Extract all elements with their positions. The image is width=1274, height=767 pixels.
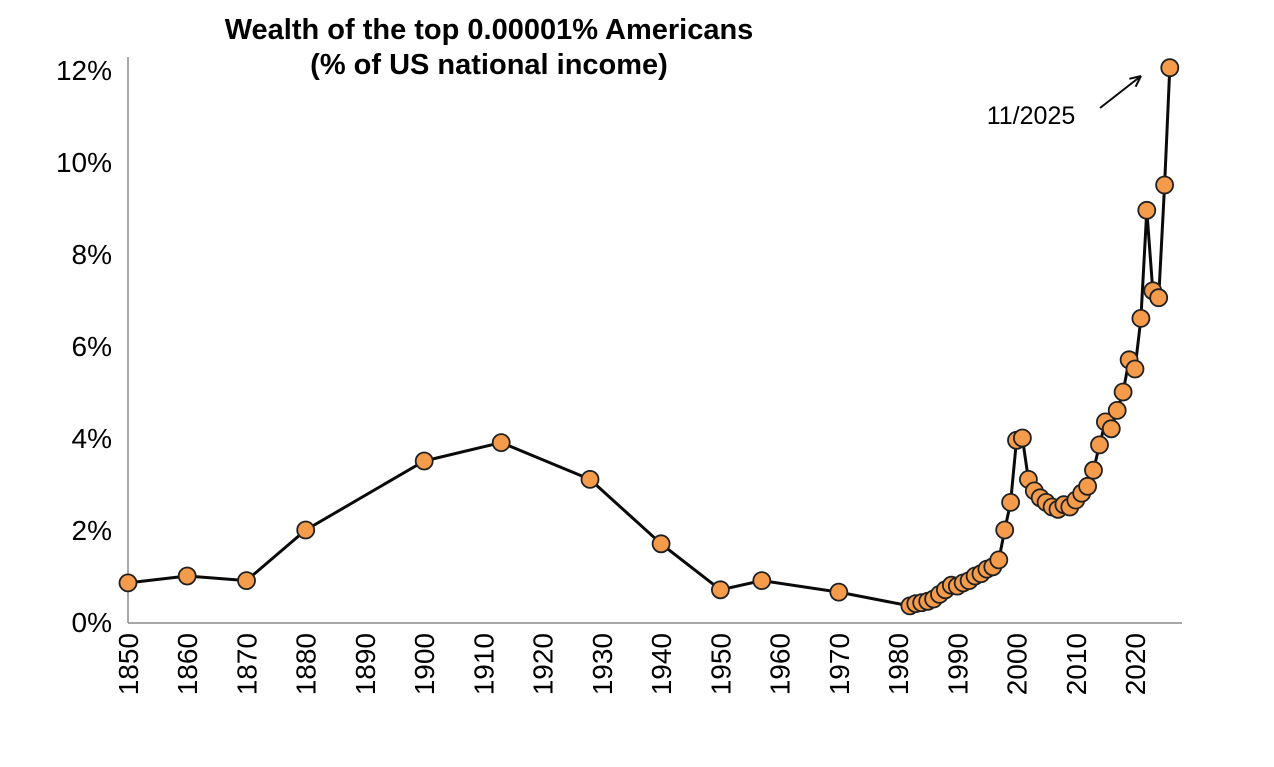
data-point bbox=[1137, 200, 1157, 220]
axes bbox=[127, 57, 1182, 624]
data-point bbox=[1155, 175, 1174, 195]
y-tick-label: 2% bbox=[72, 515, 112, 546]
annotation-label: 11/2025 bbox=[987, 102, 1076, 130]
chart-subtitle: (% of US national income) bbox=[310, 49, 668, 81]
data-point bbox=[1101, 419, 1121, 439]
y-tick-label: 12% bbox=[56, 55, 112, 86]
chart-title: Wealth of the top 0.00001% Americans bbox=[225, 14, 754, 46]
x-tick-label: 2000 bbox=[1002, 633, 1033, 695]
x-tick-label: 1970 bbox=[824, 633, 855, 695]
data-point bbox=[1160, 58, 1180, 78]
x-tick-label: 1940 bbox=[646, 633, 677, 695]
y-tick-label: 4% bbox=[72, 423, 112, 454]
x-tick-label: 1880 bbox=[291, 633, 322, 695]
x-tick-label: 1900 bbox=[409, 633, 440, 695]
data-point bbox=[237, 571, 256, 590]
x-tick-label: 1870 bbox=[231, 633, 262, 695]
data-point bbox=[1078, 476, 1097, 496]
data-point bbox=[1125, 359, 1145, 379]
data-point bbox=[414, 451, 434, 471]
data-point bbox=[711, 580, 730, 600]
data-series-line bbox=[127, 67, 1172, 608]
series-path bbox=[127, 67, 1172, 608]
annotation-arrow-icon bbox=[1099, 75, 1142, 109]
x-tick-label: 1980 bbox=[883, 633, 914, 695]
x-tick-label: 2010 bbox=[1061, 633, 1092, 695]
data-point bbox=[995, 520, 1015, 540]
data-point bbox=[829, 582, 849, 602]
data-series-points bbox=[118, 58, 1180, 616]
data-point bbox=[1131, 308, 1151, 328]
data-point bbox=[651, 534, 671, 554]
annotation: 11/2025 bbox=[987, 75, 1142, 130]
data-point bbox=[1113, 382, 1133, 402]
x-axis-tick-labels: 1850 1860 1870 1880 1890 1900 1910 1920 1930 1940… bbox=[113, 633, 1151, 695]
data-point bbox=[752, 571, 772, 590]
y-tick-label: 6% bbox=[72, 331, 112, 362]
x-tick-label: 1860 bbox=[172, 633, 203, 695]
y-tick-label: 0% bbox=[72, 607, 112, 638]
y-tick-label: 8% bbox=[72, 239, 112, 270]
x-tick-label: 1850 bbox=[113, 633, 144, 695]
data-point bbox=[989, 550, 1009, 570]
data-point bbox=[177, 566, 197, 586]
x-tick-label: 2020 bbox=[1120, 633, 1151, 695]
x-tick-label: 1890 bbox=[350, 633, 381, 695]
data-point bbox=[118, 573, 138, 593]
data-point bbox=[1090, 435, 1109, 455]
x-tick-label: 1950 bbox=[705, 633, 736, 695]
data-point bbox=[491, 433, 511, 453]
x-tick-label: 1930 bbox=[587, 633, 618, 695]
x-tick-label: 1920 bbox=[528, 633, 559, 695]
x-tick-label: 1990 bbox=[942, 633, 973, 695]
x-tick-label: 1910 bbox=[468, 633, 499, 695]
data-point bbox=[1107, 400, 1127, 420]
y-axis-tick-labels: 0% 2% 4% 6% 8% 10% 12% bbox=[56, 55, 112, 638]
x-tick-label: 1960 bbox=[765, 633, 796, 695]
data-point bbox=[1149, 288, 1169, 308]
y-tick-label: 10% bbox=[56, 147, 112, 178]
data-point bbox=[1001, 492, 1020, 512]
data-point bbox=[580, 469, 600, 489]
data-point bbox=[296, 520, 316, 540]
data-point bbox=[1084, 460, 1103, 480]
data-point bbox=[1013, 428, 1032, 448]
